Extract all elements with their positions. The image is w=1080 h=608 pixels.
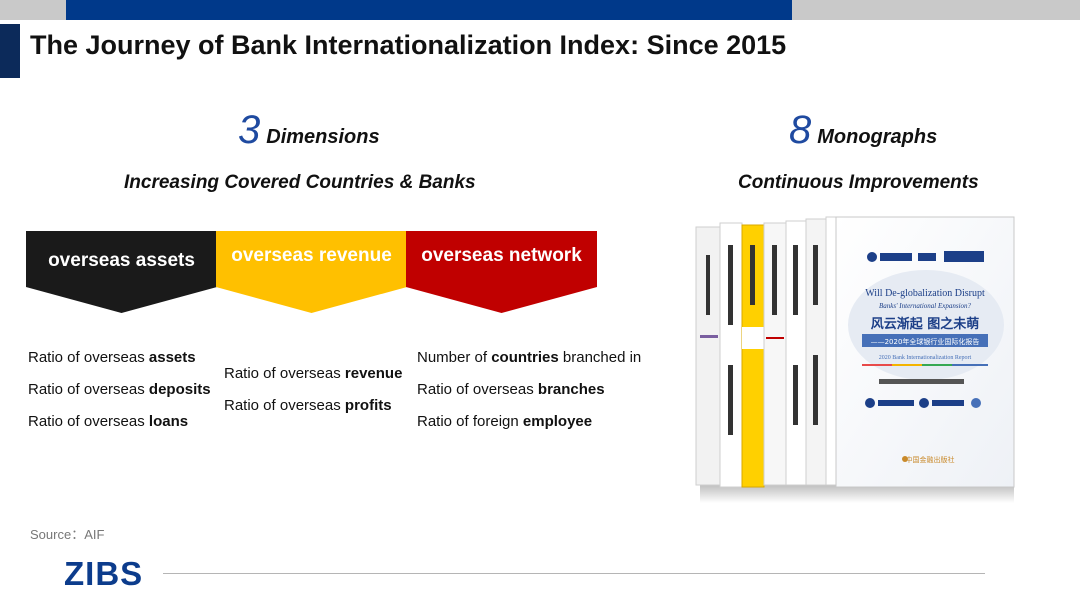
monographs-label: Monographs — [817, 126, 938, 148]
metric-item: Ratio of overseas assets — [28, 349, 196, 366]
cover-subtitle-en: Banks' International Expansion? — [879, 302, 972, 310]
cover-title-cn: 风云渐起 图之未萌 — [871, 316, 980, 332]
dimensions-label: Dimensions — [266, 126, 380, 148]
cover-subtitle-cn: ——2020年全球银行业国际化报告 — [871, 337, 980, 346]
source-note: Source：AIF — [30, 527, 105, 542]
slide-title: The Journey of Bank Internationalization… — [30, 30, 787, 60]
metric-item: Number of countries branched in — [417, 349, 642, 366]
banner-label: overseas assets — [48, 250, 195, 271]
title-accent-block — [0, 24, 20, 78]
banner-label: overseas revenue — [231, 245, 392, 266]
monographs-heading: 8 Monographs — [789, 108, 937, 153]
top-bar-grey-right — [792, 0, 1080, 20]
metric-item: Ratio of overseas profits — [224, 397, 392, 414]
metric-item: Ratio of overseas revenue — [224, 365, 403, 382]
monographs-count: 8 — [789, 108, 812, 152]
footer-divider — [163, 573, 985, 574]
dimensions-count: 3 — [238, 108, 261, 152]
cover-publisher: 中国金融出版社 — [906, 455, 955, 464]
monographs-subtitle: Continuous Improvements — [738, 172, 979, 193]
cover-title-en: Will De-globalization Disrupt — [865, 288, 985, 299]
banner-overseas-assets: overseas assets — [26, 231, 217, 313]
top-bar-navy — [66, 0, 792, 20]
metric-item: Ratio of foreign employee — [417, 413, 593, 430]
monographs-book-stack: Will De-globalization Disrupt Banks' Int… — [694, 215, 1018, 505]
dimensions-subtitle: Increasing Covered Countries & Banks — [124, 172, 476, 193]
top-bar-grey-left — [0, 0, 66, 20]
banner-overseas-network: overseas network — [406, 231, 597, 313]
cover-report-en: 2020 Bank Internationalization Report — [879, 355, 972, 361]
zibs-logo: ZIBS — [64, 555, 144, 592]
metric-item: Ratio of overseas branches — [417, 381, 605, 398]
banner-label: overseas network — [421, 245, 582, 266]
banner-overseas-revenue: overseas revenue — [216, 231, 407, 313]
dimensions-heading: 3 Dimensions — [238, 108, 380, 153]
metric-item: Ratio of overseas deposits — [28, 381, 211, 398]
metric-item: Ratio of overseas loans — [28, 413, 189, 430]
